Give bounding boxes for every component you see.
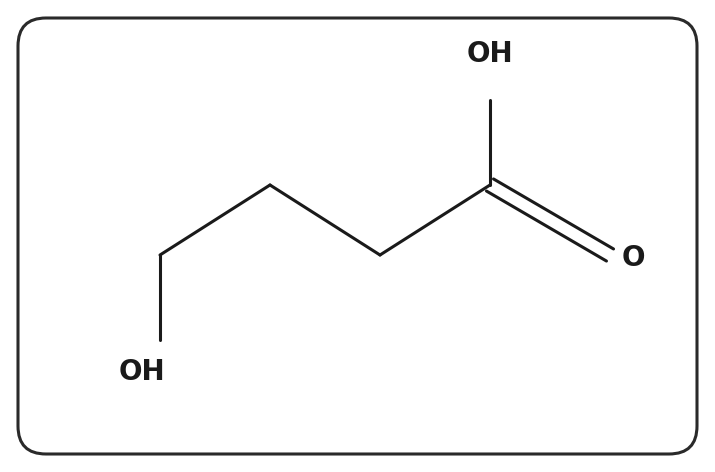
Text: OH: OH bbox=[467, 40, 513, 68]
Text: O: O bbox=[622, 244, 646, 272]
Text: OH: OH bbox=[119, 358, 165, 386]
